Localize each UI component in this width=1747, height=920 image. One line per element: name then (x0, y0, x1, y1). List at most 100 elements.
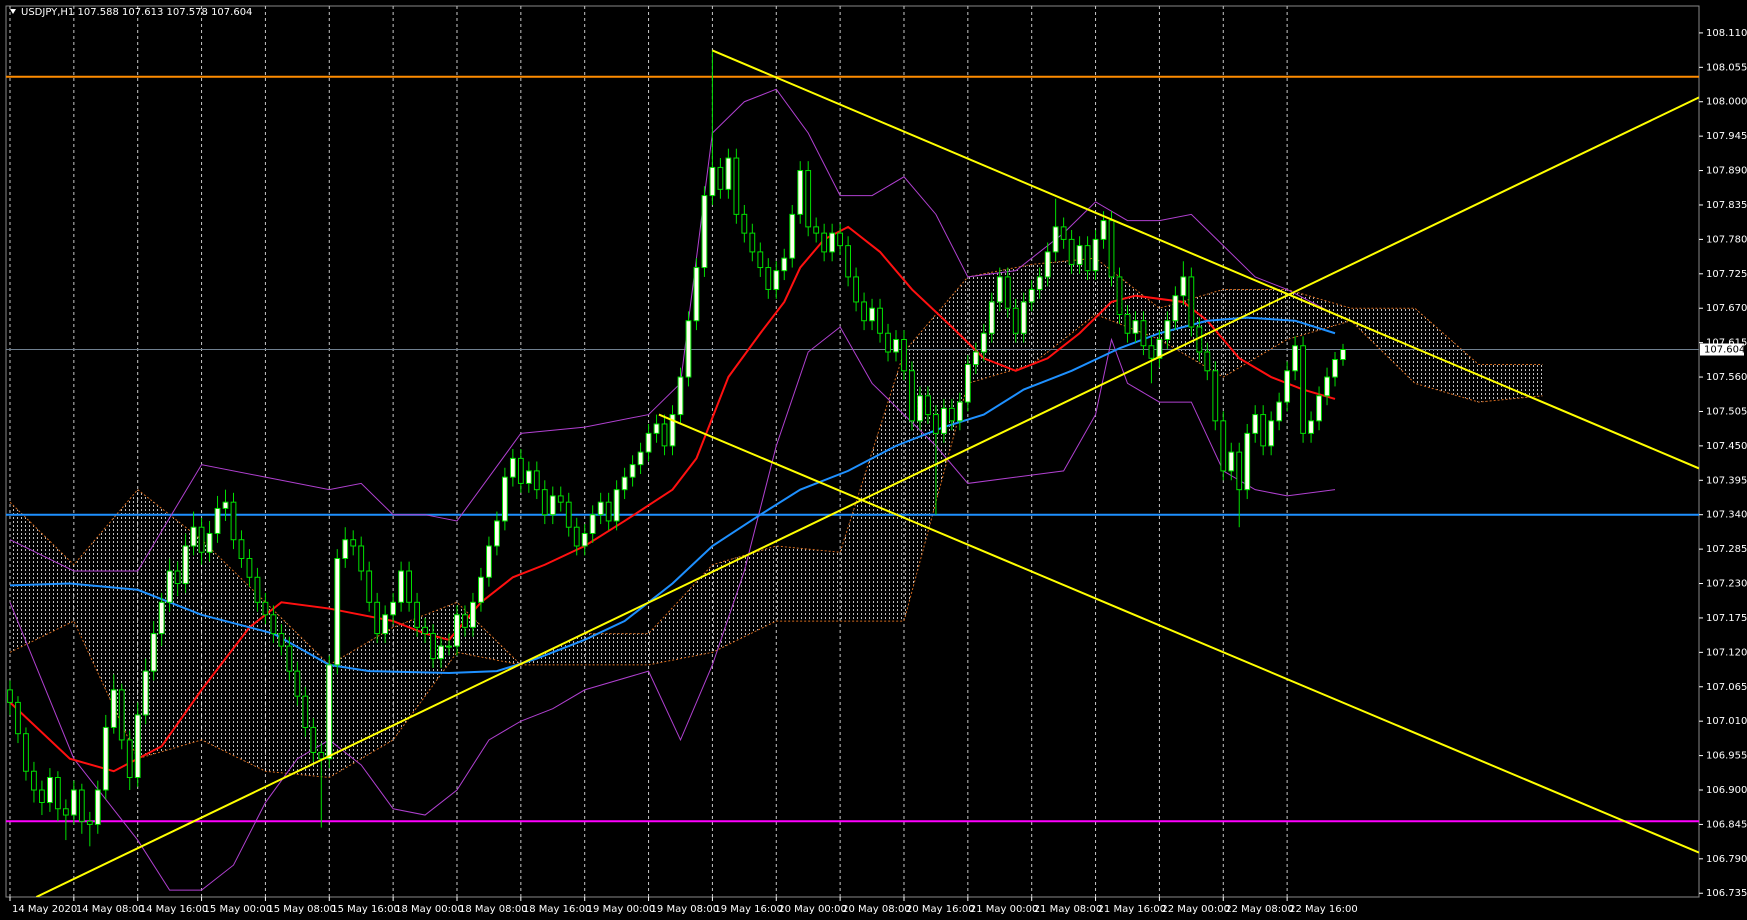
candle-body (1028, 288, 1035, 303)
candle-body (877, 307, 883, 334)
candle-body (86, 820, 93, 825)
candle-body (1116, 276, 1123, 315)
candle-body (669, 414, 676, 447)
candle-body (1036, 276, 1043, 290)
y-tick-label: 107.670 (1706, 303, 1747, 314)
candle-body (1044, 251, 1051, 278)
candle-body (637, 451, 644, 466)
y-tick-label: 107.890 (1706, 166, 1747, 177)
candle-body (933, 414, 939, 434)
current-price-box (1700, 343, 1744, 356)
candle-body (1156, 338, 1163, 359)
candle-body (1092, 238, 1099, 272)
candle-body (1172, 295, 1179, 322)
indicator-line (9, 225, 1336, 773)
candle-body (78, 789, 85, 822)
candle-body (454, 614, 460, 647)
candle-body (414, 601, 420, 628)
x-tick-label: 19 May 00:00 (587, 904, 656, 915)
candle-body (478, 576, 484, 603)
y-tick-label: 107.945 (1706, 131, 1747, 142)
y-tick-label: 108.110 (1706, 28, 1747, 39)
trendline (35, 96, 1699, 897)
candle-body (829, 232, 836, 253)
candle-body (278, 633, 285, 647)
candle-body (557, 495, 564, 503)
x-tick-label: 14 May 08:00 (76, 904, 145, 915)
cloud-span-b (9, 313, 1543, 779)
candle-body (909, 370, 915, 422)
candle-body (996, 276, 1003, 303)
y-tick-label: 107.230 (1706, 579, 1747, 590)
x-tick-label: 20 May 00:00 (778, 904, 847, 915)
candle-body (549, 495, 556, 516)
x-tick-label: 21 May 00:00 (970, 904, 1039, 915)
y-tick-label: 108.055 (1706, 62, 1747, 73)
candle-body (1332, 359, 1338, 378)
candle-body (1268, 420, 1275, 447)
x-tick-label: 18 May 08:00 (459, 904, 528, 915)
candle-body (310, 726, 317, 753)
candle-body (861, 301, 867, 322)
candle-body (956, 401, 963, 422)
candle-body (270, 614, 277, 635)
candle-body (725, 157, 732, 190)
candle-body (486, 545, 492, 578)
y-tick-label: 107.835 (1706, 200, 1747, 211)
candle-body (597, 501, 604, 516)
x-tick-label: 19 May 16:00 (714, 904, 783, 915)
candle-body (645, 432, 652, 453)
candle-body (980, 332, 987, 353)
candle-body (1292, 345, 1299, 372)
candle-body (525, 470, 532, 484)
trendline (658, 413, 1699, 854)
candle-body (853, 276, 859, 303)
candle-body (374, 601, 381, 635)
candle-body (925, 395, 931, 416)
candle-body (222, 501, 229, 509)
candle-body (438, 645, 444, 660)
candle-body (1284, 370, 1291, 403)
x-tick-label: 18 May 00:00 (395, 904, 464, 915)
candle-body (1084, 245, 1091, 272)
candle-body (110, 689, 117, 728)
x-tick-label: 20 May 08:00 (842, 904, 911, 915)
x-tick-label: 15 May 00:00 (204, 904, 273, 915)
candle-body (94, 789, 101, 825)
candle-body (948, 407, 955, 422)
y-tick-label: 107.340 (1706, 510, 1747, 521)
candle-body (917, 395, 923, 422)
candle-body (781, 257, 788, 272)
candle-body (1060, 226, 1067, 240)
candle-body (885, 332, 891, 353)
y-tick-label: 107.615 (1706, 338, 1747, 349)
candle-body (1236, 451, 1243, 491)
menu-triangle[interactable] (10, 9, 16, 14)
candle-body (605, 501, 612, 522)
x-tick-label: 14 May 2020 (12, 904, 77, 915)
x-tick-label: 22 May 08:00 (1225, 904, 1294, 915)
x-tick-label: 14 May 16:00 (140, 904, 209, 915)
y-tick-label: 107.780 (1706, 234, 1747, 245)
candle-body (1244, 432, 1251, 491)
y-tick-label: 107.285 (1706, 544, 1747, 555)
candle-body (1300, 345, 1306, 434)
axes: 108.110 108.055 108.000 107.945 107.890 107.8… (9, 28, 1747, 915)
candle-body (54, 776, 61, 810)
candle-body (1188, 276, 1195, 328)
y-tick-label: 106.735 (1706, 888, 1747, 899)
candle-body (1228, 451, 1235, 472)
chart-title: USDJPY,H1 107.588 107.613 107.578 107.60… (21, 7, 252, 18)
candle-body (1204, 351, 1211, 372)
candle-body (1132, 320, 1139, 334)
candle-body (406, 570, 412, 603)
candle-body (254, 576, 261, 603)
y-tick-label: 106.845 (1706, 819, 1747, 830)
candle-body (789, 213, 796, 259)
x-tick-label: 21 May 08:00 (1034, 904, 1103, 915)
candle-body (813, 226, 820, 234)
candle-body (382, 614, 389, 635)
candle-body (1252, 414, 1259, 434)
